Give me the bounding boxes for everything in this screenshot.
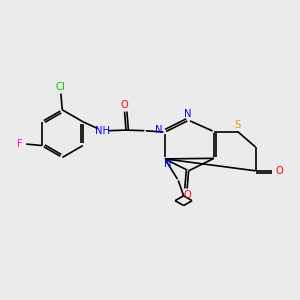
Text: Cl: Cl: [56, 82, 66, 92]
Text: O: O: [275, 166, 283, 176]
Text: N: N: [164, 159, 172, 169]
Text: N: N: [184, 109, 192, 119]
Text: N: N: [154, 125, 162, 135]
Text: O: O: [121, 100, 128, 110]
Text: F: F: [17, 139, 22, 149]
Text: S: S: [235, 120, 241, 130]
Text: NH: NH: [95, 126, 110, 136]
Text: O: O: [183, 190, 191, 200]
